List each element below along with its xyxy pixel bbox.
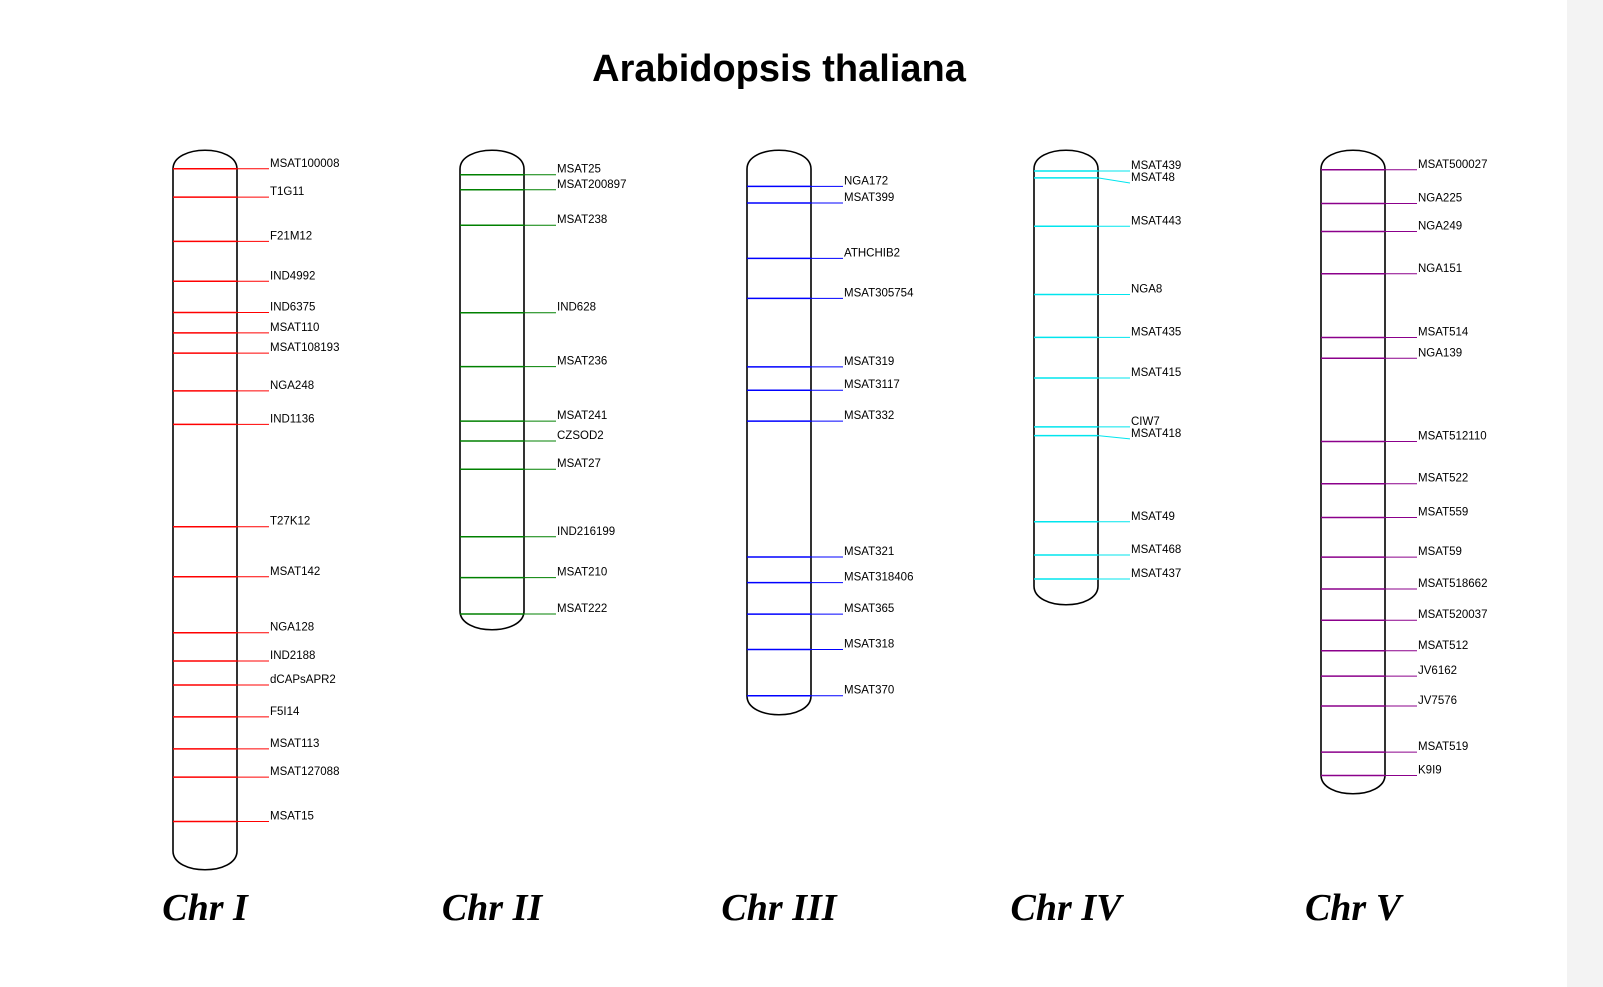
marker-label: MSAT332: [844, 410, 894, 422]
marker-label: MSAT500027: [1418, 159, 1487, 171]
marker-label: IND4992: [270, 270, 315, 282]
chromosome-label: Chr II: [442, 887, 544, 929]
marker-label: MSAT15: [270, 810, 314, 822]
marker-label: MSAT370: [844, 685, 894, 697]
marker-label: MSAT518662: [1418, 578, 1487, 590]
marker-label: NGA225: [1418, 193, 1462, 205]
marker-label: MSAT100008: [270, 158, 339, 170]
marker-label: MSAT512: [1418, 640, 1468, 652]
marker-label: MSAT200897: [557, 179, 626, 191]
marker-label: MSAT110: [270, 322, 319, 334]
marker-label: MSAT3117: [844, 379, 900, 391]
marker-label: NGA248: [270, 380, 314, 392]
marker-label: MSAT512110: [1418, 430, 1487, 442]
marker-label: MSAT238: [557, 214, 607, 226]
marker-label: NGA8: [1131, 284, 1162, 296]
marker-label: MSAT113: [270, 738, 319, 750]
marker-label: MSAT321: [844, 546, 894, 558]
chromosome-outline: [459, 149, 525, 631]
marker-label: MSAT27: [557, 458, 601, 470]
marker-label: IND6375: [270, 302, 315, 314]
marker-label: MSAT520037: [1418, 609, 1487, 621]
chromosome-group: MSAT100008 T1G11 F21M12 IND4992 IND6375 MSAT1…: [162, 149, 1487, 929]
marker-label: ATHCHIB2: [844, 247, 900, 259]
chromosome-label: Chr V: [1305, 887, 1404, 929]
marker-label: MSAT236: [557, 356, 607, 368]
marker-label: MSAT439: [1131, 160, 1181, 172]
marker-label: NGA128: [270, 622, 314, 634]
marker-label: IND628: [557, 302, 596, 314]
chromosome-label: Chr III: [721, 887, 837, 929]
chromosome-1: MSAT100008 T1G11 F21M12 IND4992 IND6375 MSAT1…: [162, 149, 339, 929]
marker-label: F5I14: [270, 706, 300, 718]
marker-label: CZSOD2: [557, 430, 604, 442]
marker-label: IND1136: [270, 413, 315, 425]
marker-label: MSAT318406: [844, 572, 913, 584]
marker-label: MSAT318: [844, 638, 894, 650]
chromosome-outline: [1320, 149, 1386, 795]
marker-label: MSAT365: [844, 603, 894, 615]
marker-label: MSAT222: [557, 603, 607, 615]
marker-label: MSAT468: [1131, 544, 1181, 556]
marker-label: NGA151: [1418, 263, 1462, 275]
marker-label: MSAT48: [1131, 172, 1175, 184]
chromosome-label: Chr I: [162, 887, 249, 929]
chromosome-outline: [172, 149, 238, 871]
marker-label: MSAT49: [1131, 511, 1175, 523]
marker-label: K9I9: [1418, 765, 1442, 777]
marker-label: MSAT519: [1418, 741, 1468, 753]
marker-label: MSAT443: [1131, 215, 1181, 227]
marker-label: MSAT559: [1418, 507, 1468, 519]
marker-label: T27K12: [270, 516, 310, 528]
marker-leader: [1097, 177, 1131, 184]
marker-label: dCAPsAPR2: [270, 674, 336, 686]
chromosome-5: MSAT500027 NGA225 NGA249 NGA151 MSAT514 NGA13…: [1305, 149, 1487, 929]
marker-leader: [1097, 435, 1131, 440]
marker-label: MSAT522: [1418, 473, 1468, 485]
marker-label: NGA249: [1418, 221, 1462, 233]
marker-label: MSAT399: [844, 192, 894, 204]
right-edge-strip: [1567, 0, 1603, 987]
marker-label: JV6162: [1418, 665, 1457, 677]
marker-label: MSAT127088: [270, 766, 339, 778]
marker-label: JV7576: [1418, 695, 1457, 707]
marker-label: MSAT514: [1418, 326, 1469, 338]
marker-label: F21M12: [270, 230, 312, 242]
marker-label: MSAT210: [557, 567, 607, 579]
chromosome-outline: [746, 149, 812, 716]
marker-label: MSAT319: [844, 356, 894, 368]
chromosome-outline: [1033, 149, 1099, 606]
marker-label: MSAT415: [1131, 367, 1181, 379]
marker-label: T1G11: [270, 186, 304, 198]
marker-label: MSAT108193: [270, 342, 339, 354]
marker-label: IND216199: [557, 526, 615, 538]
chromosome-3: NGA172 MSAT399 ATHCHIB2 MSAT305754 MSAT319 MS…: [721, 149, 914, 929]
marker-label: NGA172: [844, 175, 888, 187]
chromosome-label: Chr IV: [1011, 887, 1125, 929]
marker-label: MSAT437: [1131, 568, 1181, 580]
marker-label: MSAT418: [1131, 428, 1181, 440]
chromosome-2: MSAT25 MSAT200897 MSAT238 IND628 MSAT236 MSAT…: [442, 149, 626, 929]
marker-label: MSAT435: [1131, 326, 1181, 338]
marker-label: CIW7: [1131, 416, 1160, 428]
marker-label: IND2188: [270, 650, 315, 662]
marker-label: NGA139: [1418, 347, 1462, 359]
marker-label: MSAT25: [557, 164, 601, 176]
chromosome-map: Arabidopsis thaliana MSAT100008 T1G11 F21M…: [162, 48, 1487, 929]
marker-label: MSAT142: [270, 566, 320, 578]
marker-label: MSAT305754: [844, 287, 914, 299]
map-title: Arabidopsis thaliana: [592, 48, 967, 90]
marker-label: MSAT59: [1418, 546, 1462, 558]
marker-label: MSAT241: [557, 410, 607, 422]
